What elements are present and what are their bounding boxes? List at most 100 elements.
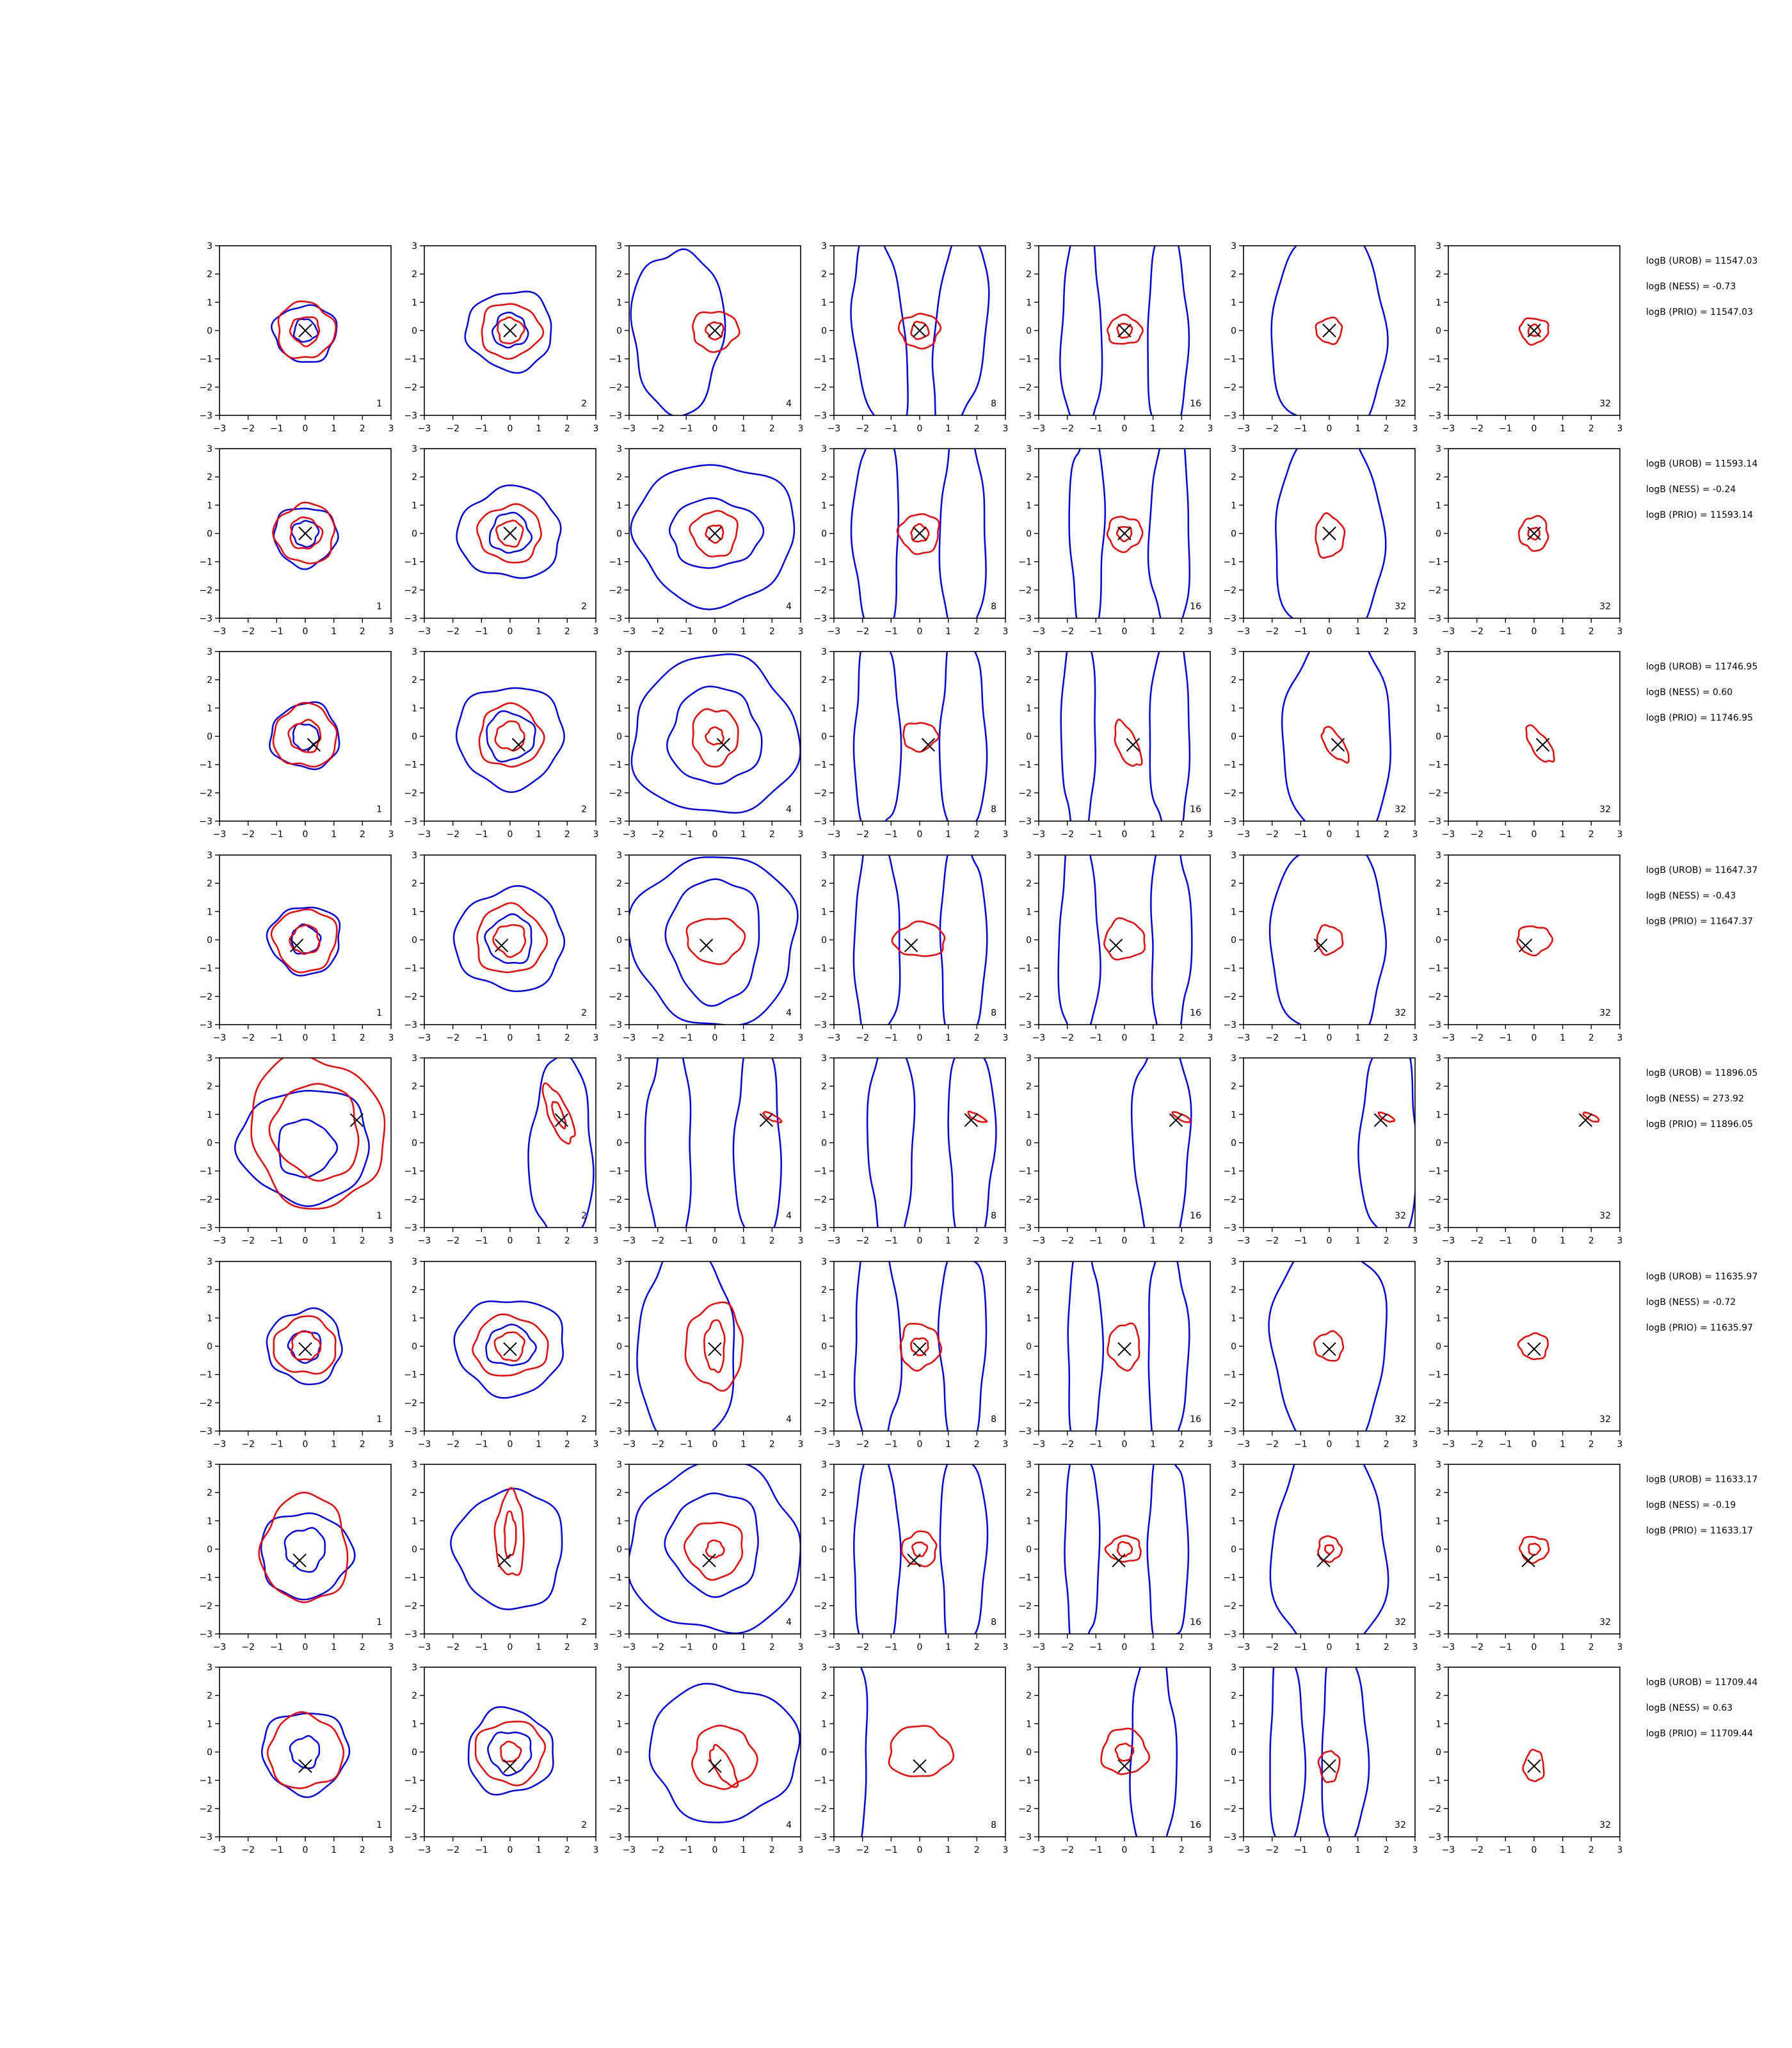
y-tick-label: 0 (1231, 1748, 1236, 1758)
y-tick-label: 2 (1436, 879, 1441, 889)
x-tick-label: −3 (623, 1033, 636, 1043)
y-tick-label: −1 (1018, 964, 1032, 974)
y-tick-label: 3 (1026, 1257, 1032, 1267)
y-tick-label: 3 (1026, 851, 1032, 861)
true-value-marker (702, 1553, 716, 1567)
true-value-marker (1527, 1759, 1541, 1773)
x-tick-label: 1 (331, 1439, 337, 1450)
blue-contour-1 (937, 1261, 988, 1431)
plot-area (1269, 1464, 1389, 1634)
x-tick-label: 2 (360, 1642, 365, 1652)
x-tick-label: −1 (270, 424, 284, 434)
panel-6-0: −3 −2 −1 0 1 2 3 −3 −2 −1 0 1 2 3 1 (199, 1460, 394, 1652)
y-tick-label: 2 (1026, 675, 1032, 685)
y-tick-label: 2 (1026, 1488, 1032, 1498)
panel-5-0: −3 −2 −1 0 1 2 3 −3 −2 −1 0 1 2 3 1 (199, 1257, 394, 1450)
true-value-marker (913, 526, 927, 541)
plot-area (1268, 1261, 1388, 1431)
red-contour-0 (541, 1082, 576, 1145)
x-tick-label: 0 (1327, 1236, 1332, 1246)
x-tick-label: −1 (1294, 1439, 1308, 1450)
panel-number-label: 16 (1190, 1211, 1201, 1221)
plot-area (630, 653, 801, 814)
x-tick-label: −2 (1265, 1236, 1279, 1246)
y-tick-label: −3 (1428, 614, 1441, 624)
y-tick-label: 2 (616, 675, 622, 685)
red-contour-0 (493, 1487, 525, 1576)
x-tick-label: 1 (331, 1845, 337, 1855)
blue-contour-0 (630, 464, 796, 611)
red-contour-0 (1104, 1535, 1142, 1563)
x-tick-label: 0 (712, 1439, 718, 1450)
x-tick-label: −3 (418, 1236, 431, 1246)
x-tick-label: −2 (1470, 1642, 1484, 1652)
panel-1-3: −3 −2 −1 0 1 2 3 −3 −2 −1 0 1 2 3 8 (813, 444, 1008, 637)
x-tick-label: −2 (1265, 627, 1279, 637)
panel-6-1: −3 −2 −1 0 1 2 3 −3 −2 −1 0 1 2 3 2 (404, 1460, 598, 1652)
x-tick-label: −1 (680, 424, 693, 434)
panel-number-label: 1 (376, 1820, 382, 1830)
y-tick-label: 3 (821, 1257, 827, 1267)
x-tick-label: −2 (241, 1033, 255, 1043)
y-tick-label: −2 (609, 1398, 622, 1409)
true-value-marker (1322, 526, 1336, 541)
x-tick-label: −1 (475, 1845, 488, 1855)
x-tick-label: 3 (593, 627, 599, 637)
y-tick-label: 3 (207, 1663, 212, 1673)
y-tick-label: 3 (1436, 1257, 1441, 1267)
blue-contour-0 (1057, 855, 1101, 1025)
y-tick-label: 0 (821, 936, 827, 946)
panel-number-label: 2 (581, 1008, 587, 1018)
y-tick-label: 2 (821, 269, 827, 280)
y-tick-label: −3 (1018, 411, 1032, 421)
y-tick-label: −2 (1018, 1804, 1032, 1814)
y-tick-label: −2 (1223, 1601, 1236, 1612)
y-tick-label: 2 (1231, 1082, 1236, 1092)
panel-number-label: 32 (1395, 1008, 1406, 1018)
panel-5-2: −3 −2 −1 0 1 2 3 −3 −2 −1 0 1 2 3 4 (609, 1257, 803, 1450)
x-tick-label: 3 (593, 1033, 599, 1043)
y-tick-label: 1 (821, 1516, 827, 1526)
y-tick-label: 3 (1026, 1663, 1032, 1673)
plot-area (456, 484, 562, 579)
blue-contour-0 (866, 1058, 916, 1228)
x-tick-label: 3 (1003, 1236, 1009, 1246)
panel-number-label: 32 (1599, 1211, 1611, 1221)
panel-frame (1243, 1057, 1416, 1228)
x-tick-label: −2 (446, 1642, 460, 1652)
y-tick-label: −3 (404, 1427, 417, 1437)
x-tick-label: 2 (564, 1236, 570, 1246)
panel-number-label: 32 (1395, 804, 1406, 815)
y-tick-label: −1 (404, 355, 417, 365)
y-tick-label: 2 (207, 1285, 212, 1295)
plot-area (1525, 724, 1555, 763)
blue-contour-0 (1268, 855, 1387, 1025)
y-tick-label: −1 (199, 964, 212, 974)
panel-frame (1448, 1057, 1620, 1228)
y-tick-label: 0 (412, 732, 417, 742)
x-tick-label: 1 (740, 1439, 746, 1450)
y-tick-label: −2 (1428, 1601, 1441, 1612)
y-tick-label: −2 (609, 383, 622, 393)
x-tick-label: 0 (1327, 1845, 1332, 1855)
x-tick-label: 3 (1003, 1439, 1009, 1450)
plot-area (266, 906, 341, 977)
panel-frame (1448, 1464, 1620, 1635)
y-tick-label: −3 (1223, 1020, 1236, 1030)
y-tick-label: 1 (616, 703, 622, 714)
x-tick-label: 3 (1208, 1642, 1213, 1652)
row-stat-1: logB (NESS) = -0.19 (1646, 1500, 1736, 1510)
y-tick-label: −3 (1018, 1427, 1032, 1437)
blue-contour-1 (484, 913, 532, 964)
panel-3-4: −3 −2 −1 0 1 2 3 −3 −2 −1 0 1 2 3 16 (1018, 851, 1213, 1043)
red-contour-1 (705, 524, 724, 544)
x-tick-label: 2 (1588, 1642, 1594, 1652)
x-tick-label: −2 (651, 829, 664, 840)
y-tick-label: 0 (412, 1139, 417, 1149)
red-contour-1 (1116, 323, 1133, 339)
true-value-marker (1108, 938, 1123, 953)
red-contour-1 (1114, 1743, 1135, 1762)
y-tick-label: −3 (199, 817, 212, 827)
x-tick-label: 0 (1327, 1439, 1332, 1450)
red-contour-1 (500, 1740, 522, 1763)
